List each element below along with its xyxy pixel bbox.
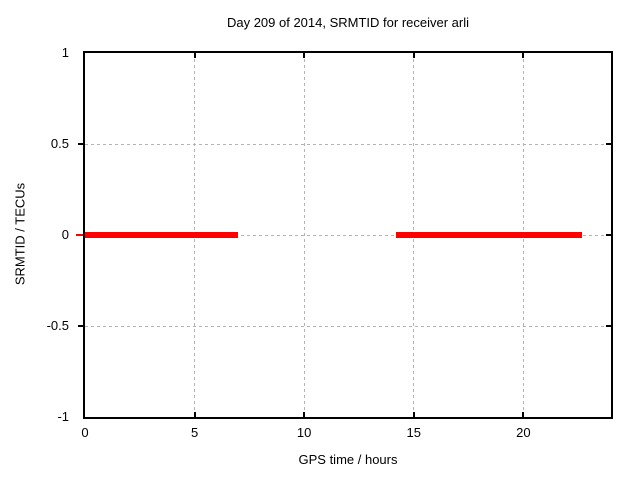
y-tick-label: 1 (61, 45, 69, 60)
x-tick-label: 15 (406, 425, 421, 440)
plot-area (76, 51, 613, 419)
x-tick-bottom (303, 412, 306, 417)
x-tick-top (193, 53, 196, 58)
y-zero-tick-red (76, 234, 83, 236)
x-tick-bottom (412, 412, 415, 417)
y-gridline (85, 143, 611, 145)
y-tick-right (606, 234, 611, 236)
y-gridline (85, 234, 611, 236)
x-tick-label: 10 (296, 425, 312, 440)
x-tick-top (522, 53, 525, 58)
x-axis-label: GPS time / hours (298, 452, 398, 467)
x-tick-top (303, 53, 306, 58)
y-tick-label: 0 (61, 227, 69, 242)
x-tick-bottom (522, 412, 525, 417)
y-tick-right (606, 143, 611, 145)
y-tick-left (78, 325, 83, 327)
y-tick-right (606, 325, 611, 327)
y-tick-left (78, 143, 83, 145)
y-gridline (85, 325, 611, 327)
y-tick-label: 0.5 (50, 136, 69, 151)
x-tick-label: 20 (516, 425, 531, 440)
y-tick-label: -0.5 (46, 318, 69, 333)
x-tick-label: 0 (81, 425, 89, 440)
x-tick-top (412, 53, 415, 58)
x-tick-bottom (193, 412, 196, 417)
x-tick-label: 5 (190, 425, 199, 440)
chart-title: Day 209 of 2014, SRMTID for receiver arl… (226, 15, 470, 30)
y-tick-label: -1 (57, 409, 69, 424)
data-segment (396, 232, 583, 238)
data-segment (85, 232, 239, 238)
